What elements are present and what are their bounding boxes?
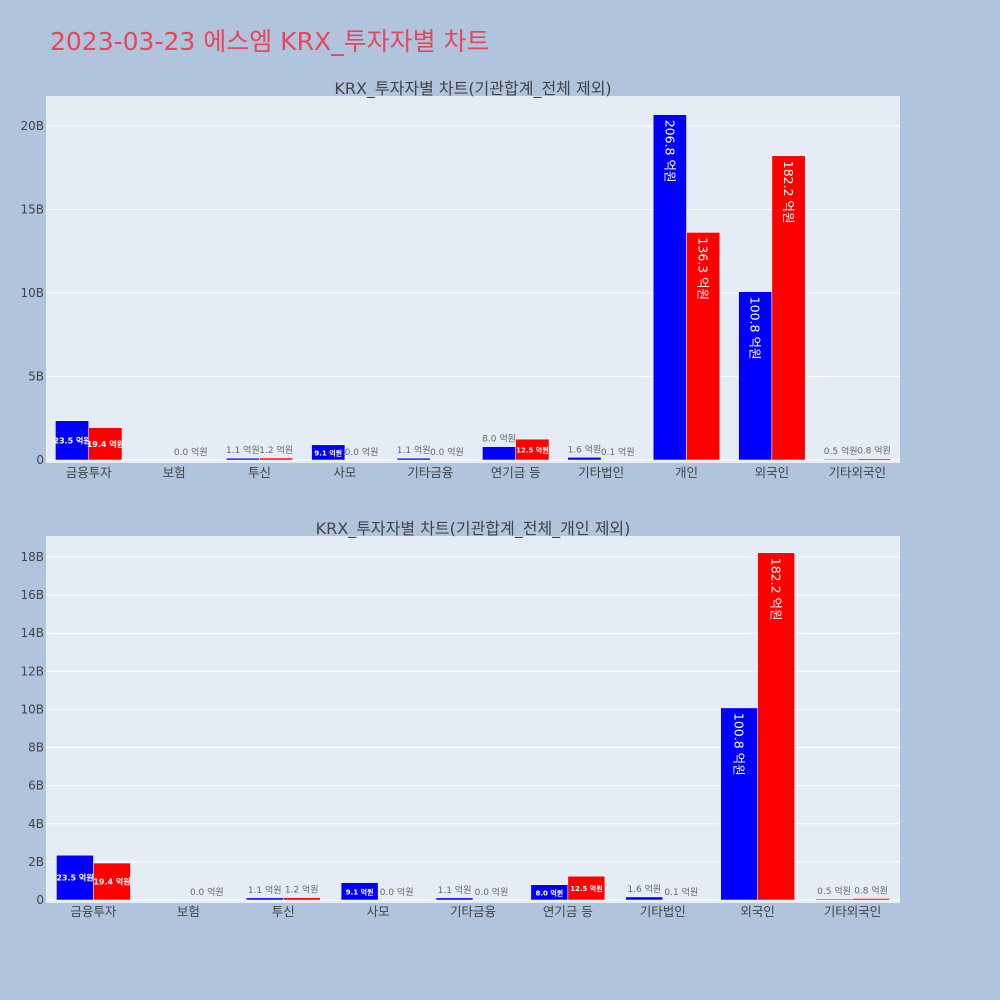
- x-tick-label: 기타외국인: [829, 465, 887, 480]
- chart-title: KRX_투자자별 차트(기관합계_전체 제외): [334, 79, 611, 99]
- x-tick-label: 투신: [248, 465, 271, 480]
- bar-red: [259, 457, 294, 461]
- x-tick-label: 외국인: [755, 465, 790, 480]
- bar-blue: [435, 897, 474, 901]
- data-label: 0.5 억원: [817, 885, 851, 897]
- bar-blue: [738, 291, 773, 461]
- data-label: 12.5 억원: [570, 884, 603, 893]
- x-tick-label: 보험: [163, 465, 186, 480]
- data-label: 23.5 억원: [56, 873, 93, 883]
- bar-blue: [56, 854, 94, 901]
- data-label: 19.4 억원: [93, 877, 130, 887]
- bar-red: [282, 897, 321, 901]
- data-label: 0.1 억원: [664, 886, 698, 898]
- data-label: 1.6 억원: [627, 883, 661, 895]
- y-tick-label: 14B: [20, 626, 44, 640]
- data-label: 0.0 억원: [475, 886, 509, 898]
- x-tick-label: 금융투자: [66, 465, 113, 480]
- y-tick-label: 20B: [20, 119, 44, 133]
- data-label: 1.1 억원: [397, 444, 431, 456]
- x-tick-label: 기타법인: [578, 465, 624, 480]
- data-label: 8.0 억원: [536, 888, 564, 897]
- x-tick-label: 사모: [367, 904, 390, 919]
- bar-blue: [55, 420, 89, 461]
- data-label: 1.1 억원: [226, 444, 260, 456]
- y-tick-label: 12B: [20, 664, 44, 678]
- data-label: 9.1 억원: [346, 887, 374, 896]
- bar-blue: [396, 457, 431, 461]
- data-label: 0.5 억원: [824, 445, 858, 457]
- bar-red: [852, 898, 890, 901]
- x-tick-label: 투신: [272, 904, 295, 919]
- y-tick-label: 0: [36, 453, 44, 467]
- data-label: 100.8 억원: [748, 297, 763, 360]
- data-label: 12.5 억원: [516, 446, 549, 455]
- bar-blue: [720, 707, 758, 901]
- y-tick-label: 5B: [28, 370, 44, 384]
- bar-red: [515, 438, 550, 461]
- data-label: 100.8 억원: [732, 713, 747, 776]
- x-tick-label: 개인: [675, 465, 698, 480]
- bar-red: [567, 875, 606, 901]
- y-tick-label: 18B: [20, 550, 44, 564]
- bar-blue: [245, 897, 284, 901]
- data-label: 0.0 억원: [190, 886, 224, 898]
- y-tick-label: 8B: [28, 741, 44, 755]
- x-tick-label: 연기금 등: [491, 465, 541, 480]
- x-tick-label: 보험: [177, 904, 200, 919]
- data-label: 206.8 억원: [662, 120, 677, 183]
- data-label: 0.0 억원: [380, 886, 414, 898]
- bar-blue: [567, 457, 602, 461]
- bar-red: [857, 458, 891, 461]
- x-tick-label: 기타법인: [640, 904, 686, 919]
- page-title: 2023-03-23 에스엠 KRX_투자자별 차트: [50, 27, 490, 56]
- x-tick-label: 기타금융: [450, 904, 496, 919]
- y-tick-label: 10B: [20, 286, 44, 300]
- bar-red: [686, 232, 721, 461]
- x-tick-label: 사모: [333, 465, 356, 480]
- data-label: 0.0 억원: [430, 446, 464, 458]
- x-tick-label: 기타금융: [407, 465, 453, 480]
- bar-red: [88, 427, 123, 461]
- data-label: 23.5 억원: [53, 435, 90, 445]
- data-label: 1.1 억원: [438, 884, 472, 896]
- bar-red: [93, 862, 131, 901]
- data-label: 182.2 억원: [781, 161, 796, 224]
- y-tick-label: 6B: [28, 779, 44, 793]
- data-label: 0.8 억원: [854, 884, 888, 896]
- y-tick-label: 0: [36, 893, 44, 907]
- data-label: 1.2 억원: [285, 884, 319, 896]
- x-tick-label: 금융투자: [70, 904, 117, 919]
- data-label: 9.1 억원: [314, 448, 342, 457]
- bar-red: [771, 155, 806, 461]
- y-tick-label: 10B: [20, 702, 44, 716]
- bar-blue: [311, 444, 346, 461]
- y-tick-label: 15B: [20, 203, 44, 217]
- data-label: 1.6 억원: [568, 443, 602, 455]
- x-tick-label: 연기금 등: [543, 904, 593, 919]
- data-label: 0.0 억원: [174, 446, 208, 458]
- chart-title: KRX_투자자별 차트(기관합계_전체_개인 제외): [316, 519, 631, 539]
- data-label: 0.1 억원: [601, 446, 635, 458]
- data-label: 136.3 억원: [696, 237, 711, 300]
- data-label: 1.2 억원: [259, 444, 293, 456]
- bar-blue: [340, 882, 379, 901]
- y-tick-label: 16B: [20, 588, 44, 602]
- y-tick-label: 4B: [28, 817, 44, 831]
- x-tick-label: 기타외국인: [824, 904, 882, 919]
- bar-blue: [652, 114, 687, 461]
- y-tick-label: 2B: [28, 855, 44, 869]
- bar-blue: [625, 896, 664, 901]
- x-tick-label: 외국인: [740, 904, 775, 919]
- chart-institutions-excl-total: 0 5B 10B 15B 20B KRX_투자자별 차트(기관합계_전체 제외) 금융투자 2…: [20, 79, 900, 480]
- bar-blue: [815, 898, 853, 901]
- data-label: 182.2 억원: [769, 558, 784, 621]
- data-label: 1.1 억원: [248, 884, 282, 896]
- data-label: 19.4 억원: [87, 439, 124, 449]
- data-label: 0.0 억원: [345, 446, 379, 458]
- data-label: 0.8 억원: [857, 445, 891, 457]
- data-label: 8.0 억원: [482, 433, 516, 445]
- bar-red: [757, 552, 795, 901]
